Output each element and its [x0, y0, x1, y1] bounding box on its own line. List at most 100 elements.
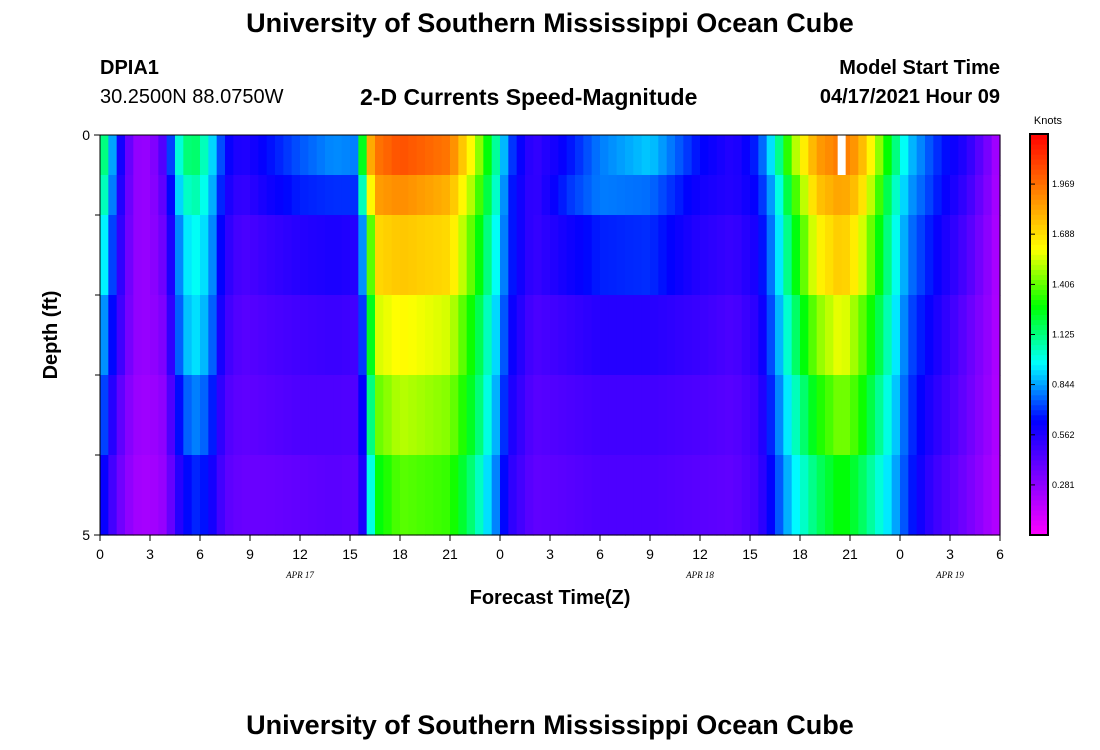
colorbar-segment: [1030, 459, 1048, 466]
heatmap-cell: [700, 375, 709, 456]
heatmap-cell: [241, 175, 251, 216]
colorbar-segment: [1030, 334, 1048, 341]
heatmap-cell: [825, 215, 834, 296]
heatmap-cell: [333, 215, 343, 296]
heatmap-cell: [925, 455, 934, 536]
heatmap-cell: [225, 135, 234, 176]
heatmap-cell: [441, 215, 451, 296]
heatmap-cell: [116, 215, 126, 296]
heatmap-cell: [166, 215, 176, 296]
heatmap-cell: [883, 295, 893, 376]
heatmap-cell: [266, 175, 276, 216]
page-title-top: University of Southern Mississippi Ocean…: [246, 8, 854, 38]
heatmap-cell: [608, 295, 618, 376]
colorbar-segment: [1030, 179, 1048, 185]
colorbar-segment: [1030, 264, 1048, 270]
heatmap-cell: [666, 375, 676, 456]
x-tick-label: 18: [392, 546, 408, 562]
heatmap-cell: [975, 455, 984, 536]
heatmap-cell: [691, 135, 701, 176]
heatmap-cell: [200, 135, 209, 176]
heatmap-cell: [591, 135, 601, 176]
heatmap-cell: [366, 375, 376, 456]
colorbar-segment: [1030, 154, 1048, 160]
heatmap-cell: [116, 295, 126, 376]
heatmap-cell: [858, 175, 868, 216]
heatmap-cell: [508, 175, 518, 216]
heatmap-cell: [983, 135, 993, 176]
heatmap-cell: [816, 215, 826, 296]
heatmap-cell: [208, 135, 218, 176]
heatmap-cell: [916, 135, 926, 176]
heatmap-cell: [441, 135, 451, 176]
heatmap-cell: [133, 295, 143, 376]
heatmap-cell: [125, 455, 134, 536]
heatmap-cell: [125, 135, 134, 176]
colorbar-segment: [1030, 299, 1048, 306]
heatmap-cell: [425, 375, 434, 456]
heatmap-cell: [500, 295, 509, 376]
heatmap-cell: [900, 135, 909, 176]
heatmap-cell: [200, 295, 209, 376]
heatmap-cell: [325, 135, 334, 176]
colorbar-tick-label: 0.562: [1052, 430, 1075, 440]
colorbar-segment: [1030, 359, 1048, 366]
heatmap-cell: [175, 295, 184, 376]
colorbar-segment: [1030, 464, 1048, 471]
heatmap-cell: [991, 215, 1001, 296]
heatmap-cell: [208, 175, 218, 216]
heatmap-cell: [300, 455, 309, 536]
station-coordinates: 30.2500N 88.0750W: [100, 86, 284, 108]
heatmap-cell: [100, 215, 109, 296]
heatmap-cell: [341, 375, 351, 456]
y-tick-label: 0: [82, 127, 90, 143]
heatmap-cell: [641, 375, 651, 456]
heatmap-cell: [108, 455, 118, 536]
heatmap-cell: [108, 175, 118, 216]
heatmap-cell: [533, 175, 543, 216]
heatmap-cell: [383, 215, 393, 296]
heatmap-cell: [666, 215, 676, 296]
heatmap-cell: [733, 455, 743, 536]
heatmap-cell: [500, 215, 509, 296]
heatmap-cell: [925, 375, 934, 456]
heatmap-cell: [825, 295, 834, 376]
heatmap-cell: [966, 375, 976, 456]
heatmap-cell: [575, 295, 584, 376]
heatmap-cell: [916, 295, 926, 376]
heatmap-cell: [675, 375, 684, 456]
heatmap-cell: [966, 215, 976, 296]
heatmap-cell: [875, 215, 884, 296]
heatmap-cell: [258, 135, 268, 176]
heatmap-cell: [666, 295, 676, 376]
heatmap-cell: [783, 135, 793, 176]
date-label: APR 17: [285, 570, 314, 580]
x-tick-label: 3: [946, 546, 954, 562]
heatmap-cell: [150, 135, 159, 176]
heatmap-cell: [158, 455, 168, 536]
colorbar-segment: [1030, 514, 1048, 521]
colorbar-segment: [1030, 229, 1048, 235]
heatmap-cell: [200, 375, 209, 456]
heatmap-cell: [341, 215, 351, 296]
colorbar-segment: [1030, 254, 1048, 260]
heatmap-cell: [875, 135, 884, 176]
heatmap-cell: [116, 455, 126, 536]
heatmap-cell: [258, 375, 268, 456]
heatmap-cell: [675, 175, 684, 216]
heatmap-cell: [816, 455, 826, 536]
colorbar-segment: [1030, 274, 1048, 280]
heatmap-cell: [741, 295, 751, 376]
heatmap-cell: [733, 135, 743, 176]
heatmap-cell: [108, 215, 118, 296]
heatmap-cell: [983, 215, 993, 296]
heatmap-cell: [958, 375, 968, 456]
heatmap-cell: [258, 175, 268, 216]
heatmap-cell: [708, 295, 718, 376]
heatmap-cell: [958, 175, 968, 216]
heatmap-cell: [133, 375, 143, 456]
heatmap-cell: [441, 175, 451, 216]
heatmap-cell: [466, 455, 476, 536]
heatmap-cell: [350, 215, 359, 296]
x-tick-label: 18: [792, 546, 808, 562]
